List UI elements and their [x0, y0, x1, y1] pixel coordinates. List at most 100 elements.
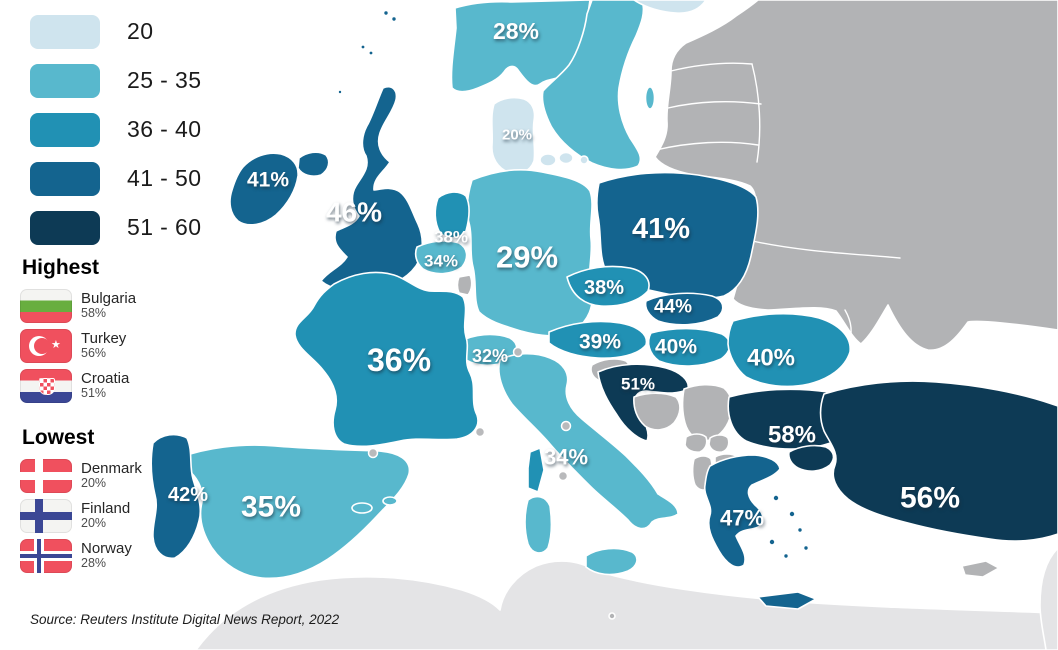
country-name: Bulgaria	[81, 289, 137, 307]
border-belarus-ukraine	[747, 239, 901, 259]
rank-entry-bulgaria: Bulgaria 58%	[20, 289, 136, 323]
island-aegean-5	[782, 552, 790, 560]
rank-entry-turkey: ★ Turkey 56%	[20, 329, 136, 363]
country-denmark	[491, 96, 536, 175]
legend-row: 25 - 35	[30, 56, 201, 105]
island-aegean-3	[796, 526, 804, 534]
rank-text: Croatia 51%	[81, 370, 129, 401]
rank-text: Norway 28%	[81, 539, 132, 571]
island-sicily	[585, 547, 638, 576]
country-finland	[633, 0, 707, 14]
map-value-label-switzerland: 32%	[472, 346, 508, 366]
cross-bar	[20, 472, 72, 480]
microstate-san-marino	[560, 420, 572, 432]
map-value-label-germany: 29%	[496, 240, 558, 275]
island-shetland-2	[390, 15, 398, 23]
island-funen	[539, 153, 557, 167]
map-value-label-italy: 34%	[544, 445, 588, 470]
turkey-flag-icon: ★	[20, 329, 72, 363]
country-italy	[498, 352, 679, 530]
country-slovakia	[644, 292, 724, 326]
country-hungary	[647, 327, 731, 367]
microstate-monaco	[474, 426, 486, 438]
country-sweden	[541, 0, 645, 171]
map-value-label-norway: 28%	[493, 18, 539, 44]
map-value-label-czechia: 38%	[584, 277, 624, 299]
island-hebrides	[337, 89, 343, 95]
country-serbia	[681, 383, 733, 442]
country-turkey-thrace	[788, 444, 835, 472]
map-value-label-denmark: 20%	[502, 127, 532, 144]
map-value-label-portugal: 42%	[168, 484, 208, 506]
country-value: 20%	[81, 476, 107, 491]
lowest-panel: Lowest Denmark 20% Finland 20%	[20, 426, 142, 579]
country-ireland	[229, 152, 299, 226]
border-latvia-lithuania	[667, 100, 762, 109]
border-lithuania-belarus	[655, 141, 759, 151]
island-orkney	[359, 43, 366, 50]
highest-heading: Highest	[22, 256, 100, 279]
country-northern-ireland	[297, 151, 330, 177]
island-aegean-2	[788, 510, 796, 518]
cross-bar	[20, 554, 72, 558]
country-belgium	[414, 240, 468, 275]
country-name: Norway	[81, 539, 132, 557]
legend-label: 36 - 40	[127, 116, 202, 142]
country-poland	[596, 171, 759, 300]
crescent-icon	[29, 336, 50, 356]
country-name: Denmark	[81, 459, 142, 477]
map-value-label-austria: 39%	[579, 331, 621, 354]
country-greece	[703, 454, 781, 568]
map-value-label-greece: 47%	[720, 506, 764, 531]
microstate-vatican	[557, 470, 569, 482]
island-sardinia	[524, 495, 553, 554]
legend-swatch-20	[30, 14, 100, 49]
denmark-flag-icon	[20, 459, 72, 493]
country-austria	[548, 320, 648, 359]
legend-row: 20	[30, 7, 201, 56]
island-aegean-1	[772, 494, 780, 502]
country-bosnia	[633, 392, 681, 431]
border-russia-baltics	[751, 63, 761, 163]
legend-label: 41 - 50	[127, 165, 202, 191]
country-value: 51%	[81, 386, 107, 401]
country-name: Turkey	[81, 329, 127, 347]
map-value-label-bulgaria: 58%	[768, 422, 816, 449]
rank-entry-finland: Finland 20%	[20, 499, 142, 533]
lowest-heading: Lowest	[22, 426, 95, 449]
rank-entry-denmark: Denmark 20%	[20, 459, 142, 493]
source-note: Source: Reuters Institute Digital News R…	[30, 612, 340, 627]
map-value-labels: 28% 20% 41% 46% 38% 34% 29% 41% 38% 44% 39% 40% 32% 3…	[168, 18, 960, 531]
norway-flag-icon	[20, 539, 72, 573]
highest-panel: Highest Bulgaria 58% ★ Turkey 56% Croat	[20, 256, 136, 409]
microstate-liechtenstein	[512, 346, 524, 358]
landmass-north-africa	[195, 560, 1058, 650]
country-value: 56%	[81, 346, 107, 361]
legend-row: 51 - 60	[30, 203, 201, 252]
map-value-label-hungary: 40%	[655, 336, 697, 359]
rank-text: Denmark 20%	[81, 459, 142, 491]
microstate-andorra	[367, 447, 379, 459]
bulgaria-flag-icon	[20, 289, 72, 323]
rank-text: Turkey 56%	[81, 329, 127, 361]
map-value-label-slovakia: 44%	[654, 297, 692, 318]
landmass-middle-east	[1039, 547, 1058, 650]
legend-label: 51 - 60	[127, 214, 202, 240]
country-luxembourg	[456, 274, 473, 296]
map-value-label-united-kingdom: 46%	[326, 197, 382, 228]
island-gotland	[644, 86, 656, 110]
country-cyprus	[961, 560, 1000, 578]
legend: 20 25 - 35 36 - 40 41 - 50 51 - 60	[30, 7, 201, 252]
map-value-label-belgium: 34%	[424, 252, 458, 271]
croatia-crest-icon	[39, 378, 55, 395]
map-value-label-croatia: 51%	[621, 375, 655, 394]
country-france	[294, 271, 479, 448]
legend-label: 25 - 35	[127, 67, 202, 93]
island-danish	[579, 155, 589, 165]
border-estonia-latvia	[670, 62, 753, 72]
croatia-flag-icon	[20, 369, 72, 403]
map-value-label-poland: 41%	[632, 213, 690, 245]
map-value-label-france: 36%	[367, 342, 431, 378]
